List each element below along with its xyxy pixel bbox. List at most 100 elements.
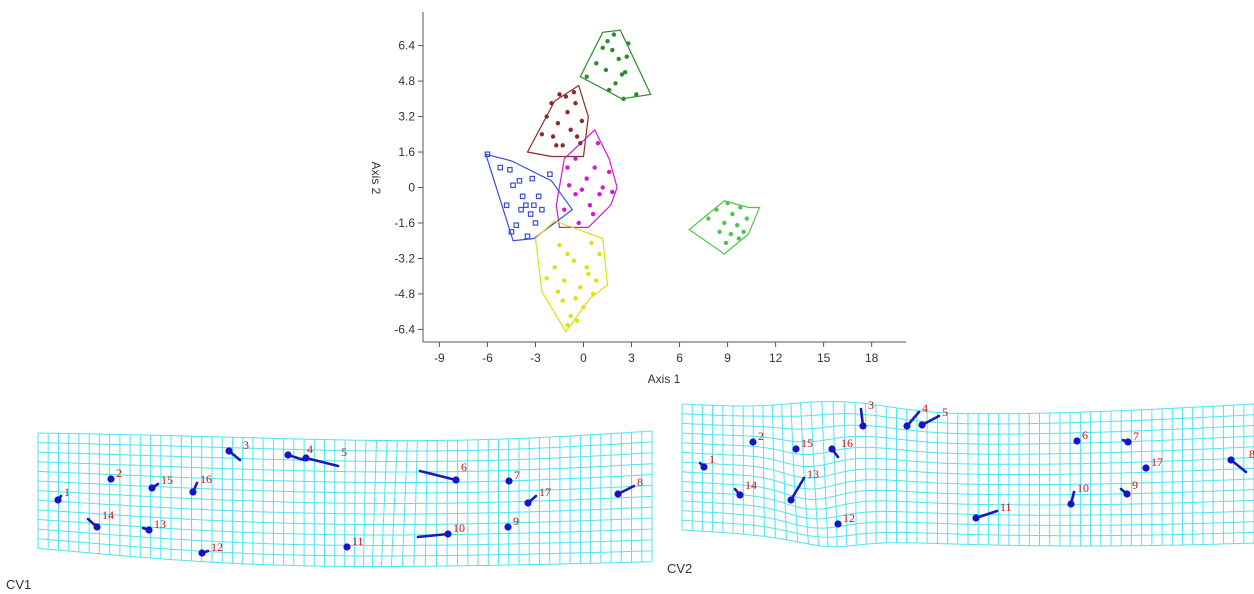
- landmark-label: 15: [801, 436, 813, 450]
- landmark-point: [1123, 490, 1131, 498]
- scatter-point: [728, 231, 733, 237]
- scatter-point: [574, 134, 580, 139]
- scatter-point: [621, 96, 626, 102]
- y-tick-label: 1.6: [398, 145, 415, 159]
- landmark-label: 10: [453, 521, 465, 535]
- scatter-point: [497, 164, 504, 171]
- x-tick-label: 3: [628, 351, 635, 365]
- x-tick-label: 12: [769, 351, 783, 365]
- scatter-point: [589, 240, 594, 246]
- scatter-point: [562, 278, 567, 283]
- scatter-point: [519, 193, 526, 200]
- landmark-label: 13: [154, 517, 166, 531]
- landmark-point: [452, 476, 460, 484]
- landmark-label: 3: [243, 438, 249, 452]
- grid-col-line: [381, 440, 388, 567]
- group-5-hull: [534, 220, 609, 333]
- cv1-label: CV1: [6, 577, 31, 592]
- landmark-point: [736, 491, 744, 499]
- scatter-point: [507, 166, 513, 173]
- landmark-point: [343, 543, 351, 551]
- scatter-point: [725, 200, 730, 206]
- scatter-point: [590, 291, 596, 297]
- scatter-point: [565, 165, 570, 170]
- landmark-point: [189, 488, 197, 496]
- scatter-point: [547, 171, 553, 177]
- scatter-point: [586, 271, 591, 277]
- scatter-point: [730, 211, 735, 217]
- landmark-label: 5: [942, 405, 948, 419]
- landmark-point: [302, 454, 310, 462]
- landmark-label: 13: [807, 467, 819, 481]
- scatter-point: [584, 74, 589, 79]
- x-tick-label: 6: [676, 351, 683, 365]
- scatter-point: [568, 127, 573, 133]
- landmark-point: [524, 499, 532, 507]
- x-tick-label: 0: [580, 351, 587, 365]
- y-tick-label: -4.8: [394, 287, 415, 301]
- scatter-point: [573, 156, 578, 161]
- scatter-point: [539, 206, 545, 213]
- landmark-label: 11: [1000, 500, 1012, 514]
- scatter-point: [579, 118, 585, 124]
- scatter-point: [606, 169, 612, 175]
- cv2-label: CV2: [667, 561, 692, 576]
- group-4-hull: [484, 153, 574, 242]
- scatter-point: [714, 207, 719, 212]
- landmark-point: [903, 422, 911, 430]
- group-1-hull: [579, 29, 652, 100]
- landmark-point: [792, 445, 800, 453]
- scatter-point: [734, 222, 740, 228]
- y-axis-title: Axis 2: [369, 162, 383, 195]
- landmark-label: 17: [1151, 455, 1163, 469]
- landmark-label: 12: [843, 511, 855, 525]
- landmark-point: [972, 514, 980, 522]
- grid-row-line: [681, 401, 1254, 415]
- grid-col-line: [353, 440, 356, 567]
- grid-col-line: [810, 402, 820, 546]
- scatter-point: [518, 206, 524, 213]
- landmark-point: [834, 520, 842, 528]
- y-tick-label: -6.4: [394, 322, 415, 336]
- scatter-point: [560, 298, 565, 303]
- scatter-point: [595, 140, 601, 146]
- scatter-point: [573, 191, 578, 197]
- scatter-point: [576, 220, 581, 226]
- landmark-point: [1227, 456, 1235, 464]
- x-tick-label: -3: [530, 351, 541, 365]
- scatter-point: [565, 322, 570, 328]
- scatter-point: [605, 38, 610, 44]
- group-points: [484, 32, 750, 328]
- scatter-point: [573, 296, 578, 301]
- scatter-point: [613, 81, 618, 86]
- scatter-point: [622, 70, 628, 75]
- landmark-point: [1073, 437, 1081, 445]
- scatter-point: [544, 276, 549, 281]
- scatter-point: [571, 89, 577, 95]
- scatter-point: [566, 183, 572, 188]
- scatter-point: [557, 92, 562, 97]
- landmark-point: [148, 484, 156, 492]
- landmark-label: 7: [514, 468, 520, 482]
- group-6-hull: [688, 200, 761, 255]
- landmark-label: 6: [1082, 428, 1088, 442]
- landmark-point: [1124, 438, 1132, 446]
- scatter-point: [513, 222, 520, 228]
- landmark-label: 6: [461, 460, 467, 474]
- landmark-vector: [416, 532, 450, 539]
- landmark-label: 2: [758, 429, 764, 443]
- landmark-point: [54, 496, 62, 504]
- scatter-point: [535, 193, 542, 200]
- scatter-point: [592, 165, 597, 170]
- scatter-point: [590, 211, 596, 217]
- cv2-grid-lines: [681, 401, 1254, 548]
- scatter-point: [516, 178, 523, 184]
- landmark-point: [93, 523, 101, 531]
- scatter-point: [579, 187, 585, 192]
- landmark-point: [918, 421, 926, 429]
- landmark-label: 15: [161, 473, 173, 487]
